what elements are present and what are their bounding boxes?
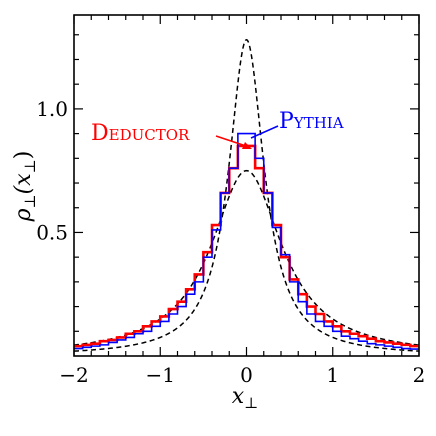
pythia-label: Pythia bbox=[279, 109, 344, 134]
dashed-curve-3 bbox=[73, 169, 420, 346]
axes-frame bbox=[73, 14, 420, 357]
deductor-arrow-head bbox=[242, 142, 252, 149]
plot-area bbox=[73, 38, 420, 352]
y-tick-label: 0.5 bbox=[36, 220, 68, 244]
x-tick-label: −2 bbox=[59, 363, 88, 387]
annotations: Deductor Pythia bbox=[91, 109, 344, 149]
y-tick-label: 1.0 bbox=[36, 97, 68, 121]
tick-labels: −2 −1 0 1 2 0.5 1.0 bbox=[36, 97, 425, 387]
deductor-label: Deductor bbox=[91, 121, 190, 146]
histogram-pythia bbox=[74, 132, 419, 350]
ticks bbox=[73, 15, 420, 356]
y-axis-title: ρ⊥(x⊥) bbox=[11, 151, 39, 223]
x-tick-label: 0 bbox=[240, 363, 253, 387]
x-tick-label: −1 bbox=[146, 363, 175, 387]
x-axis-title: x⊥ bbox=[232, 384, 259, 412]
x-tick-label: 2 bbox=[413, 363, 426, 387]
deductor-arrow-line bbox=[215, 135, 247, 147]
x-tick-label: 1 bbox=[326, 363, 339, 387]
histogram-deductor bbox=[74, 144, 419, 348]
pythia-line bbox=[250, 125, 279, 139]
dashed-curve-2 bbox=[73, 38, 420, 352]
